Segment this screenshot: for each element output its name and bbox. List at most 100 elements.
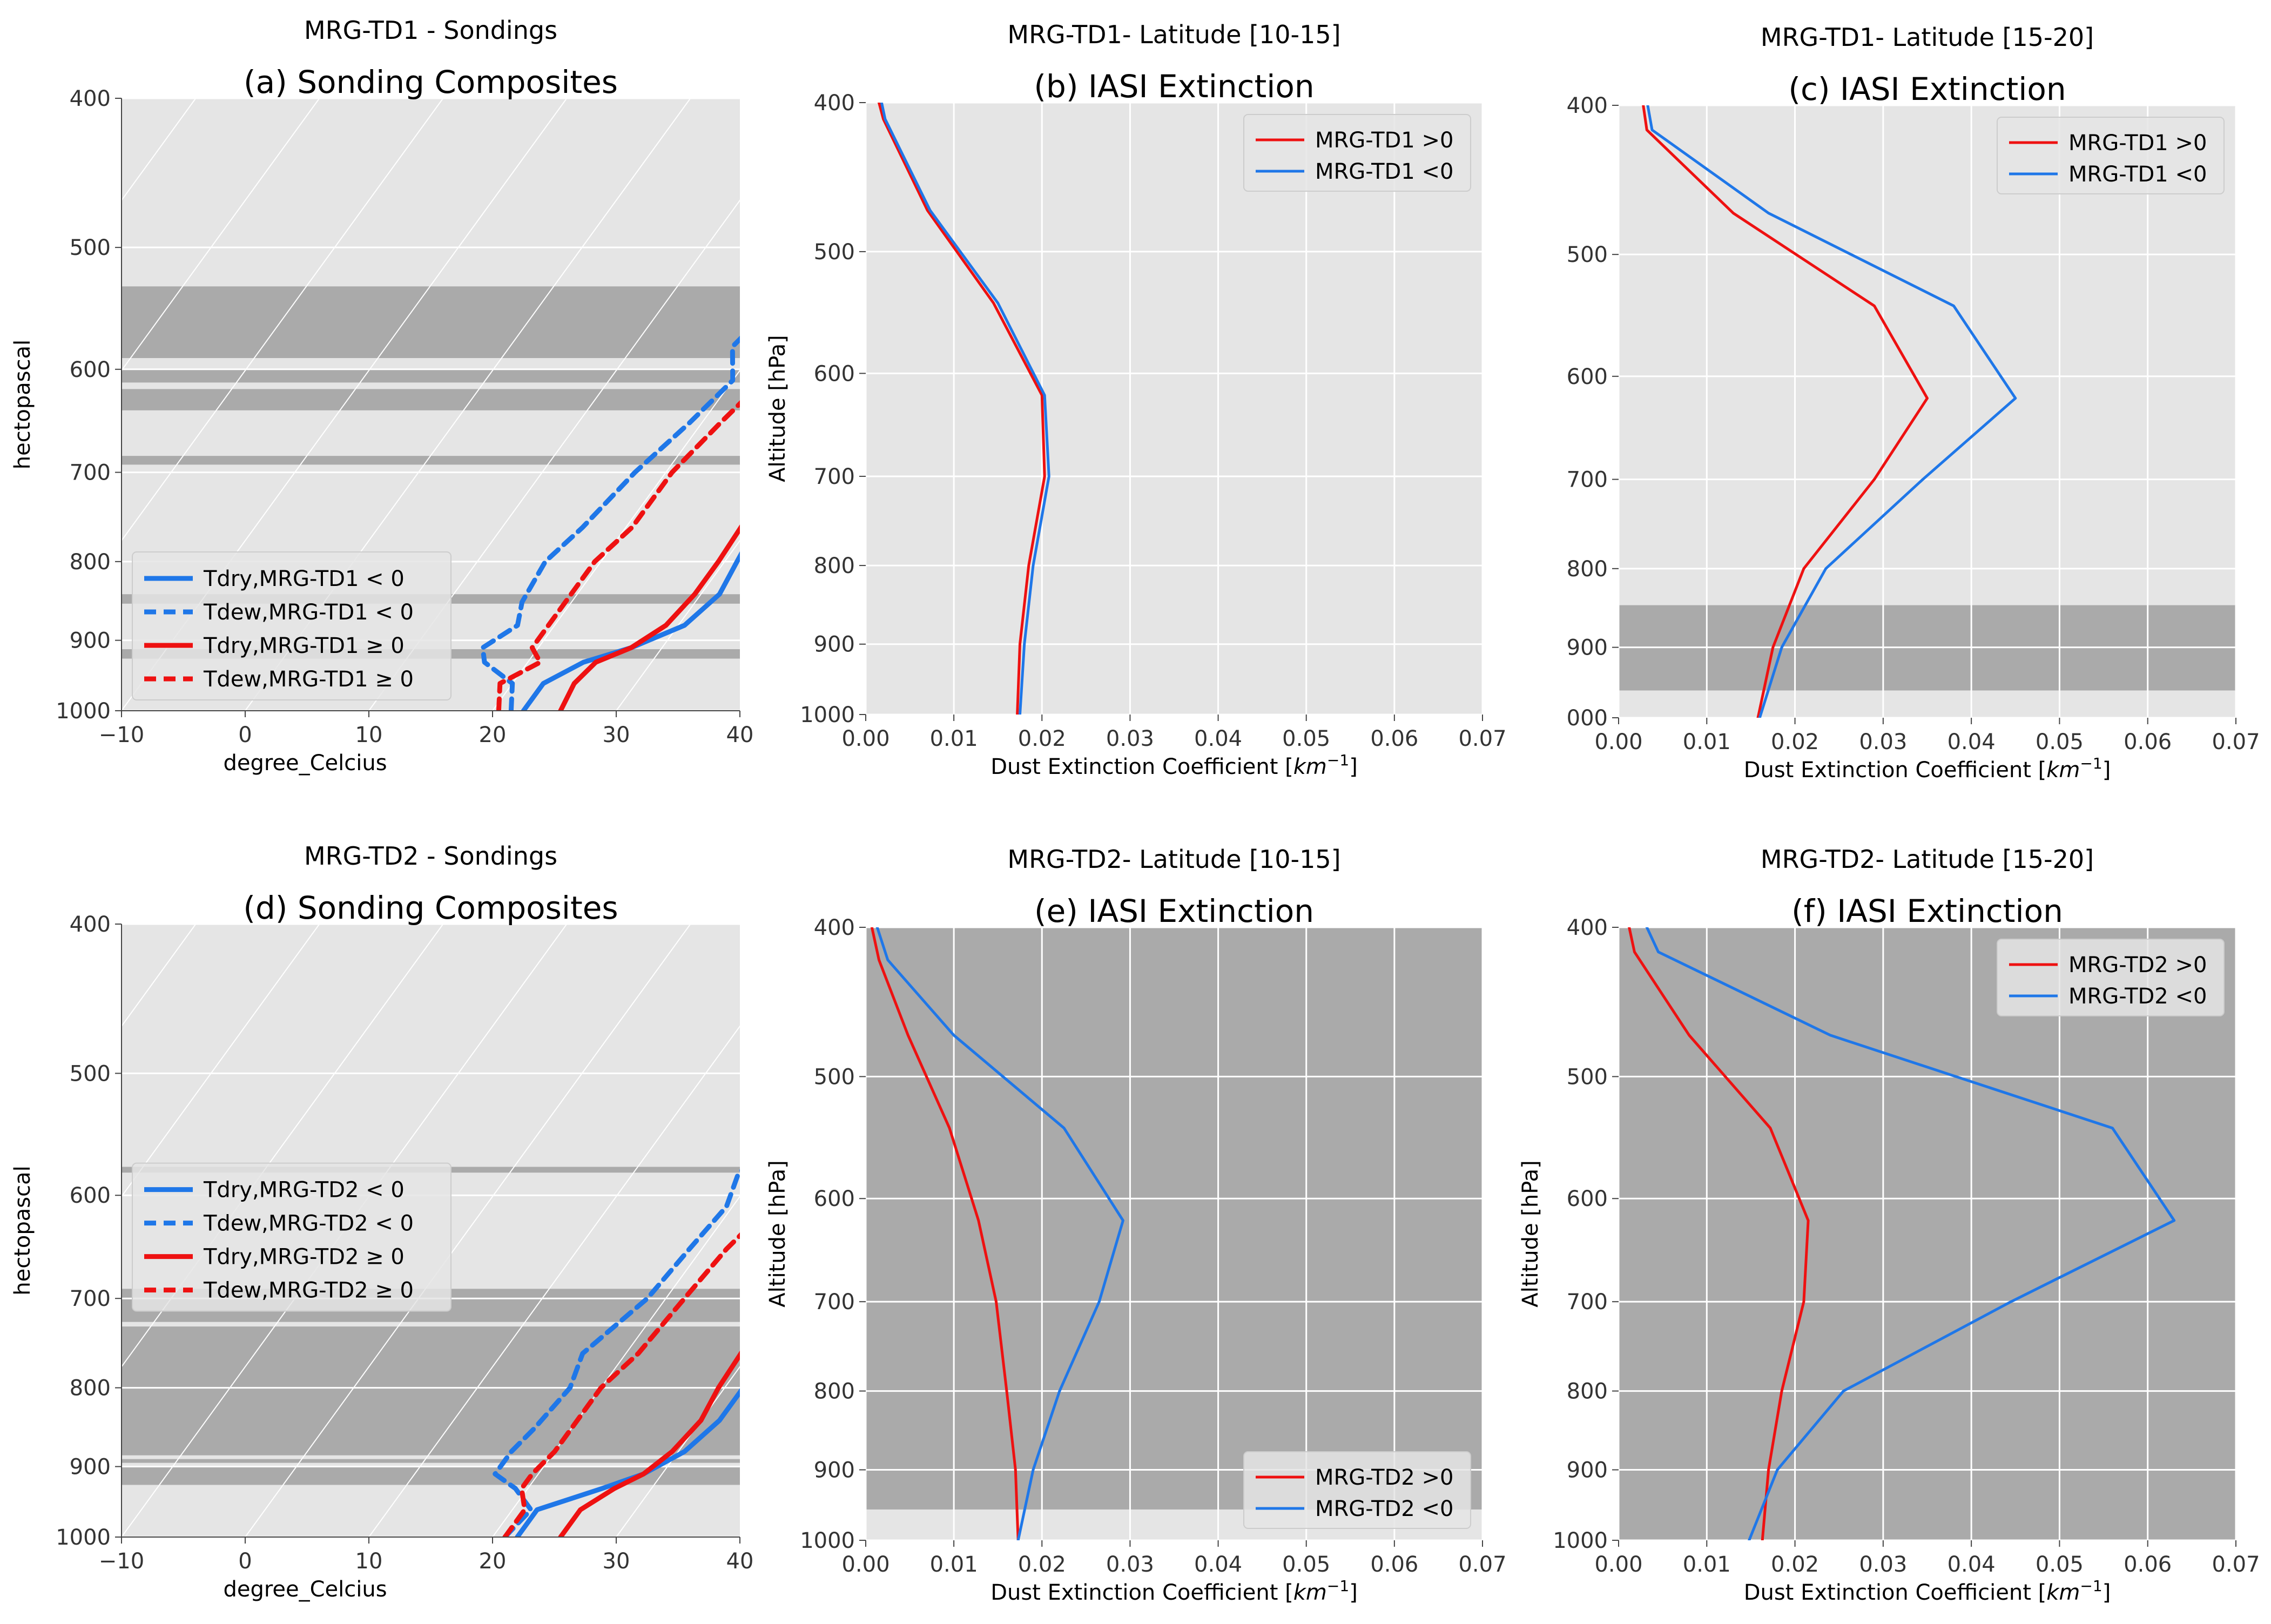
legend-label: Tdry,MRG-TD1 < 0: [203, 567, 405, 591]
legend-label: MRG-TD2 <0: [1315, 1497, 1453, 1521]
legend: MRG-TD1 >0 MRG-TD1 <0: [1997, 117, 2225, 194]
y-tick-label: 400: [814, 915, 855, 940]
x-tick-label: 0.01: [930, 1552, 978, 1577]
x-tick-label: 0.06: [2124, 1552, 2172, 1577]
y-tick-label: 500: [70, 1061, 111, 1086]
panel-title: (f) IASI Extinction: [1791, 893, 2063, 929]
isotherm-gridline: [122, 924, 320, 1198]
unit-bracket: ]: [1349, 754, 1358, 779]
panel-suptitle: MRG-TD2 - Sondings: [304, 841, 557, 871]
x-tick-label: 0.05: [2036, 1552, 2084, 1577]
legend-label: Tdew,MRG-TD1 < 0: [203, 600, 414, 625]
y-axis-label: Altitude [hPa]: [765, 1160, 790, 1307]
x-tick-label: 30: [603, 723, 630, 747]
x-tick-label: 20: [479, 1549, 507, 1574]
legend: MRG-TD1 >0 MRG-TD1 <0: [1243, 114, 1471, 192]
shaded-band: [122, 456, 740, 465]
unit-exponent: −1: [1327, 1577, 1349, 1595]
series-line-4: [502, 1232, 740, 1537]
series-line-3: [558, 1350, 740, 1537]
x-axis-label: Dust Extinction Coefficient [km−1]: [990, 751, 1358, 779]
legend-label: MRG-TD2 <0: [2068, 984, 2207, 1009]
y-tick-label: 1000: [1553, 1528, 1608, 1553]
series-line-3: [558, 524, 740, 711]
x-tick-label: 0.01: [1683, 1552, 1731, 1577]
y-tick-label: 500: [1567, 1064, 1608, 1089]
y-tick-label: 900: [1567, 636, 1608, 661]
y-tick-label: 600: [70, 1183, 111, 1208]
x-tick-label: 0.05: [1282, 1552, 1330, 1577]
x-axis-label: Dust Extinction Coefficient [km−1]: [1744, 1577, 2111, 1605]
y-tick-label: 500: [814, 240, 855, 265]
x-tick-label: 0.00: [841, 726, 889, 751]
legend-box: [132, 1162, 451, 1312]
panel-a: 400 500 600 700 800 900 1000−10 0 10 20 30 40 MRG-TD…: [10, 16, 753, 776]
y-tick-label: 700: [814, 1290, 855, 1315]
y-tick-label: 900: [1567, 1458, 1608, 1483]
series-line-2: [1645, 927, 2176, 1540]
legend-label: MRG-TD1 <0: [1315, 159, 1453, 184]
y-axis-label: Altitude [hPa]: [765, 335, 790, 482]
x-tick-label: 0.03: [1106, 1552, 1154, 1577]
y-tick-label: 400: [1567, 915, 1608, 940]
x-tick-label: 10: [355, 723, 383, 747]
x-tick-label: 30: [603, 1549, 630, 1574]
y-tick-label: 400: [70, 86, 111, 111]
x-tick-label: 0.01: [930, 726, 978, 751]
y-tick-label: 600: [814, 1187, 855, 1211]
y-tick-label: 500: [1567, 242, 1608, 267]
series-line-1: [878, 103, 1046, 715]
panel-suptitle: MRG-TD1- Latitude [10-15]: [1007, 20, 1340, 49]
shaded-band: [866, 927, 1482, 1510]
y-tick-label: 700: [814, 464, 855, 489]
unit-km: km: [2046, 1580, 2080, 1605]
x-tick-label: −10: [99, 1549, 144, 1574]
y-tick-label: 800: [1567, 557, 1608, 582]
shaded-band: [122, 286, 740, 359]
x-tick-label: 0: [238, 723, 252, 747]
y-tick-label: 400: [70, 912, 111, 937]
x-tick-label: 0.06: [1370, 726, 1418, 751]
x-axis-label: degree_Celcius: [223, 1577, 387, 1602]
legend-label: Tdry,MRG-TD2 ≥ 0: [203, 1245, 405, 1270]
legend: MRG-TD2 >0 MRG-TD2 <0: [1243, 1451, 1471, 1529]
x-tick-label: 0.02: [1771, 1552, 1819, 1577]
x-tick-label: 0.01: [1683, 730, 1731, 754]
legend-label: Tdew,MRG-TD2 < 0: [203, 1211, 414, 1236]
y-tick-label: 1000: [56, 699, 111, 724]
panel-title: (a) Sonding Composites: [244, 64, 618, 100]
panel-title: (d) Sonding Composites: [243, 890, 618, 926]
series-line-2: [880, 103, 1050, 715]
unit-bracket: ]: [2102, 758, 2111, 783]
plot-area: [1619, 105, 2236, 718]
x-tick-label: 0.07: [2212, 1552, 2260, 1577]
legend-label: MRG-TD1 <0: [2068, 162, 2207, 187]
y-tick-label: 400: [1567, 93, 1608, 118]
series-line-1: [1628, 927, 1810, 1540]
unit-bracket: ]: [2102, 1580, 2111, 1605]
series-line-1: [515, 1388, 740, 1537]
plot-area: [866, 927, 1482, 1540]
isotherm-gridline: [122, 98, 320, 372]
x-tick-label: 0.00: [841, 1552, 889, 1577]
y-tick-label: 700: [70, 1286, 111, 1311]
x-tick-label: 0.07: [1458, 1552, 1506, 1577]
x-axis-label: Dust Extinction Coefficient [km−1]: [1744, 754, 2111, 783]
unit-km: km: [1293, 1580, 1327, 1605]
series-line-2: [493, 1169, 740, 1537]
y-axis-label: hectopascal: [10, 340, 35, 469]
x-tick-label: 0.05: [2036, 730, 2084, 754]
panel-title: (b) IASI Extinction: [1034, 68, 1314, 105]
panel-suptitle: MRG-TD2- Latitude [10-15]: [1007, 845, 1340, 874]
legend: MRG-TD2 >0 MRG-TD2 <0: [1997, 939, 2225, 1016]
x-tick-label: 0.00: [1594, 1552, 1642, 1577]
x-axis-label: degree_Celcius: [223, 751, 387, 776]
unit-exponent: −1: [2080, 1577, 2102, 1595]
isotherm-gridline: [616, 540, 740, 711]
plot-background: [866, 103, 1482, 715]
legend-label: Tdry,MRG-TD1 ≥ 0: [203, 634, 405, 658]
shaded-band: [122, 1459, 740, 1463]
